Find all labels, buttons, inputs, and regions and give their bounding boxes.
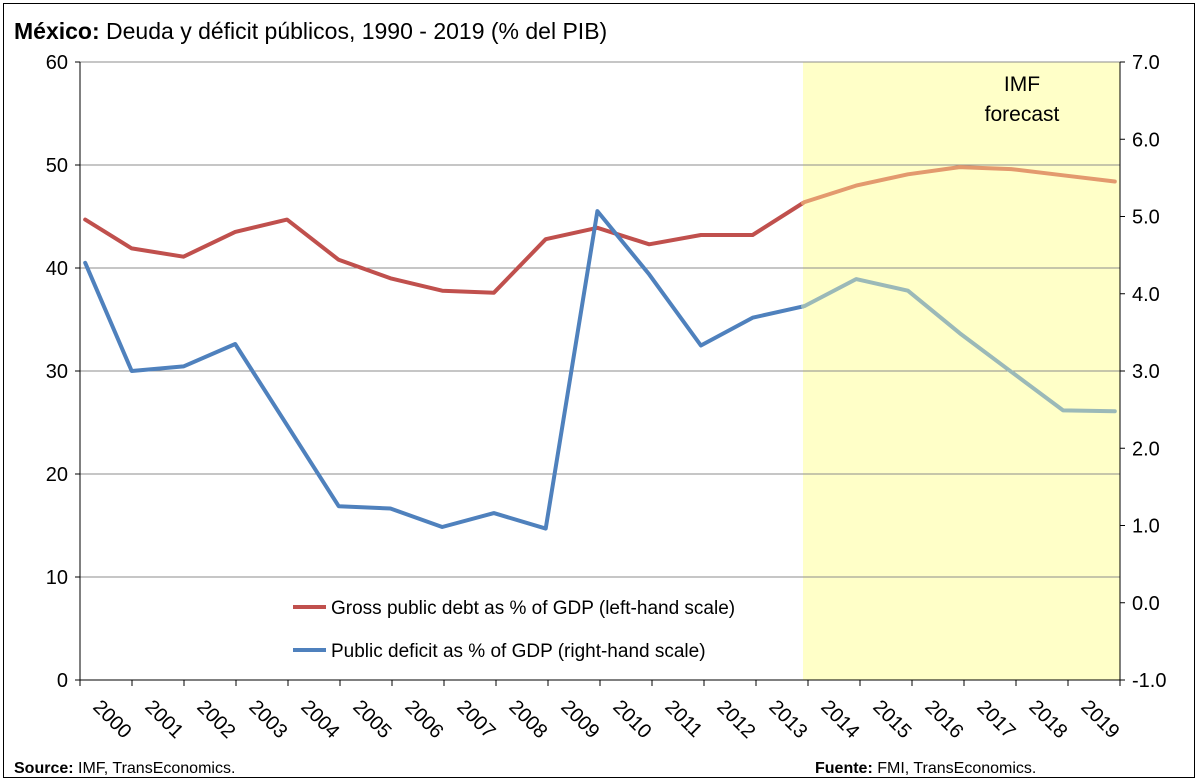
x-tick-label: 2000 — [88, 696, 135, 743]
source-label: Source: — [14, 760, 74, 777]
x-tick-label: 2012 — [712, 696, 759, 743]
x-tick-label: 2003 — [244, 696, 291, 743]
right-tick-label: -1.0 — [1132, 670, 1166, 692]
legend-label-deficit: Public deficit as % of GDP (right-hand s… — [331, 641, 706, 662]
right-tick-label: 2.0 — [1132, 438, 1160, 460]
x-tick-label: 2015 — [868, 696, 915, 743]
x-tick-label: 2009 — [556, 696, 603, 743]
x-tick-label: 2019 — [1076, 696, 1123, 743]
x-tick-label: 2001 — [140, 696, 187, 743]
source-note: Source: IMF, TransEconomics. — [14, 760, 235, 778]
x-tick-label: 2014 — [816, 696, 863, 743]
fuente-label: Fuente: — [815, 760, 873, 777]
deficit-series-forecast-line — [801, 277, 1117, 414]
x-tick-label: 2004 — [296, 696, 343, 743]
x-tick-label: 2018 — [1024, 696, 1071, 743]
forecast-label-line: forecast — [985, 103, 1060, 126]
left-tick-label: 60 — [46, 52, 68, 74]
left-tick-label: 10 — [46, 567, 68, 589]
chart-frame — [3, 3, 1195, 778]
x-tick-label: 2010 — [608, 696, 655, 743]
right-tick-label: 0.0 — [1132, 593, 1160, 615]
right-tick-label: 4.0 — [1132, 284, 1160, 306]
debt-series-forecast-line — [801, 165, 1117, 205]
left-tick-label: 0 — [57, 670, 68, 692]
deficit-series-line — [83, 209, 805, 531]
x-tick-label: 2016 — [920, 696, 967, 743]
left-tick-label: 50 — [46, 155, 68, 177]
x-tick-label: 2008 — [504, 696, 551, 743]
right-tick-label: 6.0 — [1132, 129, 1160, 151]
source-text: IMF, TransEconomics. — [73, 760, 236, 777]
debt-series-line — [83, 201, 805, 295]
right-tick-label: 1.0 — [1132, 516, 1160, 538]
x-tick-label: 2011 — [660, 696, 706, 742]
right-tick-label: 3.0 — [1132, 361, 1160, 383]
right-tick-label: 7.0 — [1132, 52, 1160, 74]
x-tick-label: 2002 — [192, 696, 239, 743]
x-tick-label: 2007 — [452, 696, 499, 743]
left-tick-label: 40 — [46, 258, 68, 280]
x-tick-label: 2005 — [348, 696, 395, 743]
chart-title-rest: Deuda y déficit públicos, 1990 - 2019 (%… — [99, 18, 608, 44]
forecast-label-line: IMF — [1004, 73, 1040, 96]
left-tick-label: 30 — [46, 361, 68, 383]
x-tick-label: 2006 — [400, 696, 447, 743]
x-tick-label: 2017 — [972, 696, 1019, 743]
x-tick-label: 2013 — [764, 696, 811, 743]
fuente-note: Fuente: FMI, TransEconomics. — [815, 760, 1036, 778]
chart-title-bold: México: — [14, 18, 100, 44]
legend-label-debt: Gross public debt as % of GDP (left-hand… — [331, 598, 735, 619]
chart-title: México: Deuda y déficit públicos, 1990 -… — [14, 18, 607, 45]
left-tick-label: 20 — [46, 464, 68, 486]
dual-axis-line-chart: 0 10 20 30 40 50 60 -1.0 0.0 1.0 2.0 3.0 4.0 5.0 6.0 7.… — [46, 52, 1167, 743]
right-tick-label: 5.0 — [1132, 207, 1160, 229]
fuente-text: FMI, TransEconomics. — [872, 760, 1037, 777]
